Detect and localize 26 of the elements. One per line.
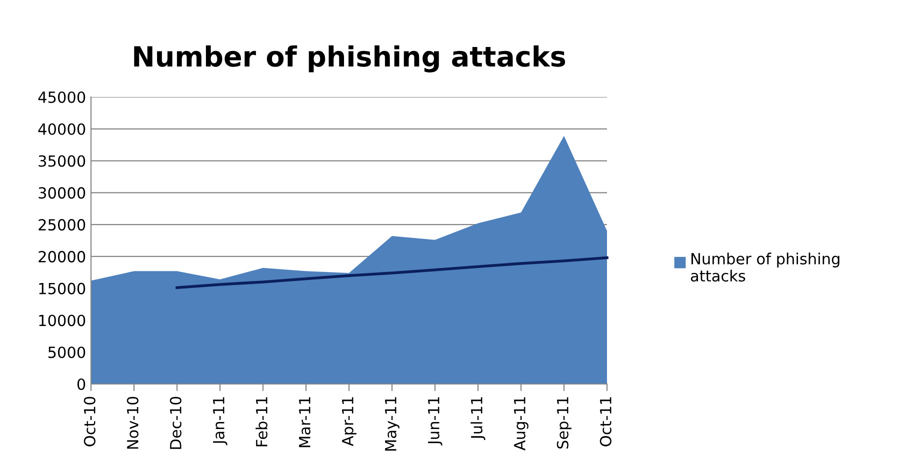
y-tick-label: 10000 xyxy=(39,314,86,326)
x-tick-label: Aug-11 xyxy=(514,397,528,450)
y-tick-label: 45000 xyxy=(38,91,86,104)
x-tick-label: Dec-10 xyxy=(170,396,182,449)
y-tick-label: 40000 xyxy=(38,123,86,135)
x-tick-label: Sep-11 xyxy=(556,397,572,449)
x-tick-label: Oct-11 xyxy=(600,397,612,446)
x-tick-label: Feb-11 xyxy=(256,397,268,446)
y-tick-label: 35000 xyxy=(38,155,86,167)
x-tick-label: Jun-11 xyxy=(428,397,442,446)
y-tick-label: 25000 xyxy=(38,219,86,231)
y-tick-label: 15000 xyxy=(39,282,86,294)
legend-label: Number of phishing attacks xyxy=(690,252,840,282)
line-series xyxy=(176,256,608,290)
x-tick-label: Jan-11 xyxy=(213,397,228,446)
x-tick-label: Mar-11 xyxy=(299,397,310,448)
y-tick-label: 30000 xyxy=(38,187,86,199)
x-tick-label: Jul-11 xyxy=(470,397,486,440)
x-tick-label: Oct-10 xyxy=(84,396,96,446)
y-tick-label: 0 xyxy=(77,378,86,390)
y-tick-label: 5000 xyxy=(48,346,86,358)
chart-title: Number of phishing attacks xyxy=(134,45,566,72)
x-tick-label: Apr-11 xyxy=(342,397,356,446)
x-tick-label: May-11 xyxy=(385,397,400,451)
x-tick-label: Nov-10 xyxy=(126,396,138,449)
y-tick-label: 20000 xyxy=(38,250,86,262)
